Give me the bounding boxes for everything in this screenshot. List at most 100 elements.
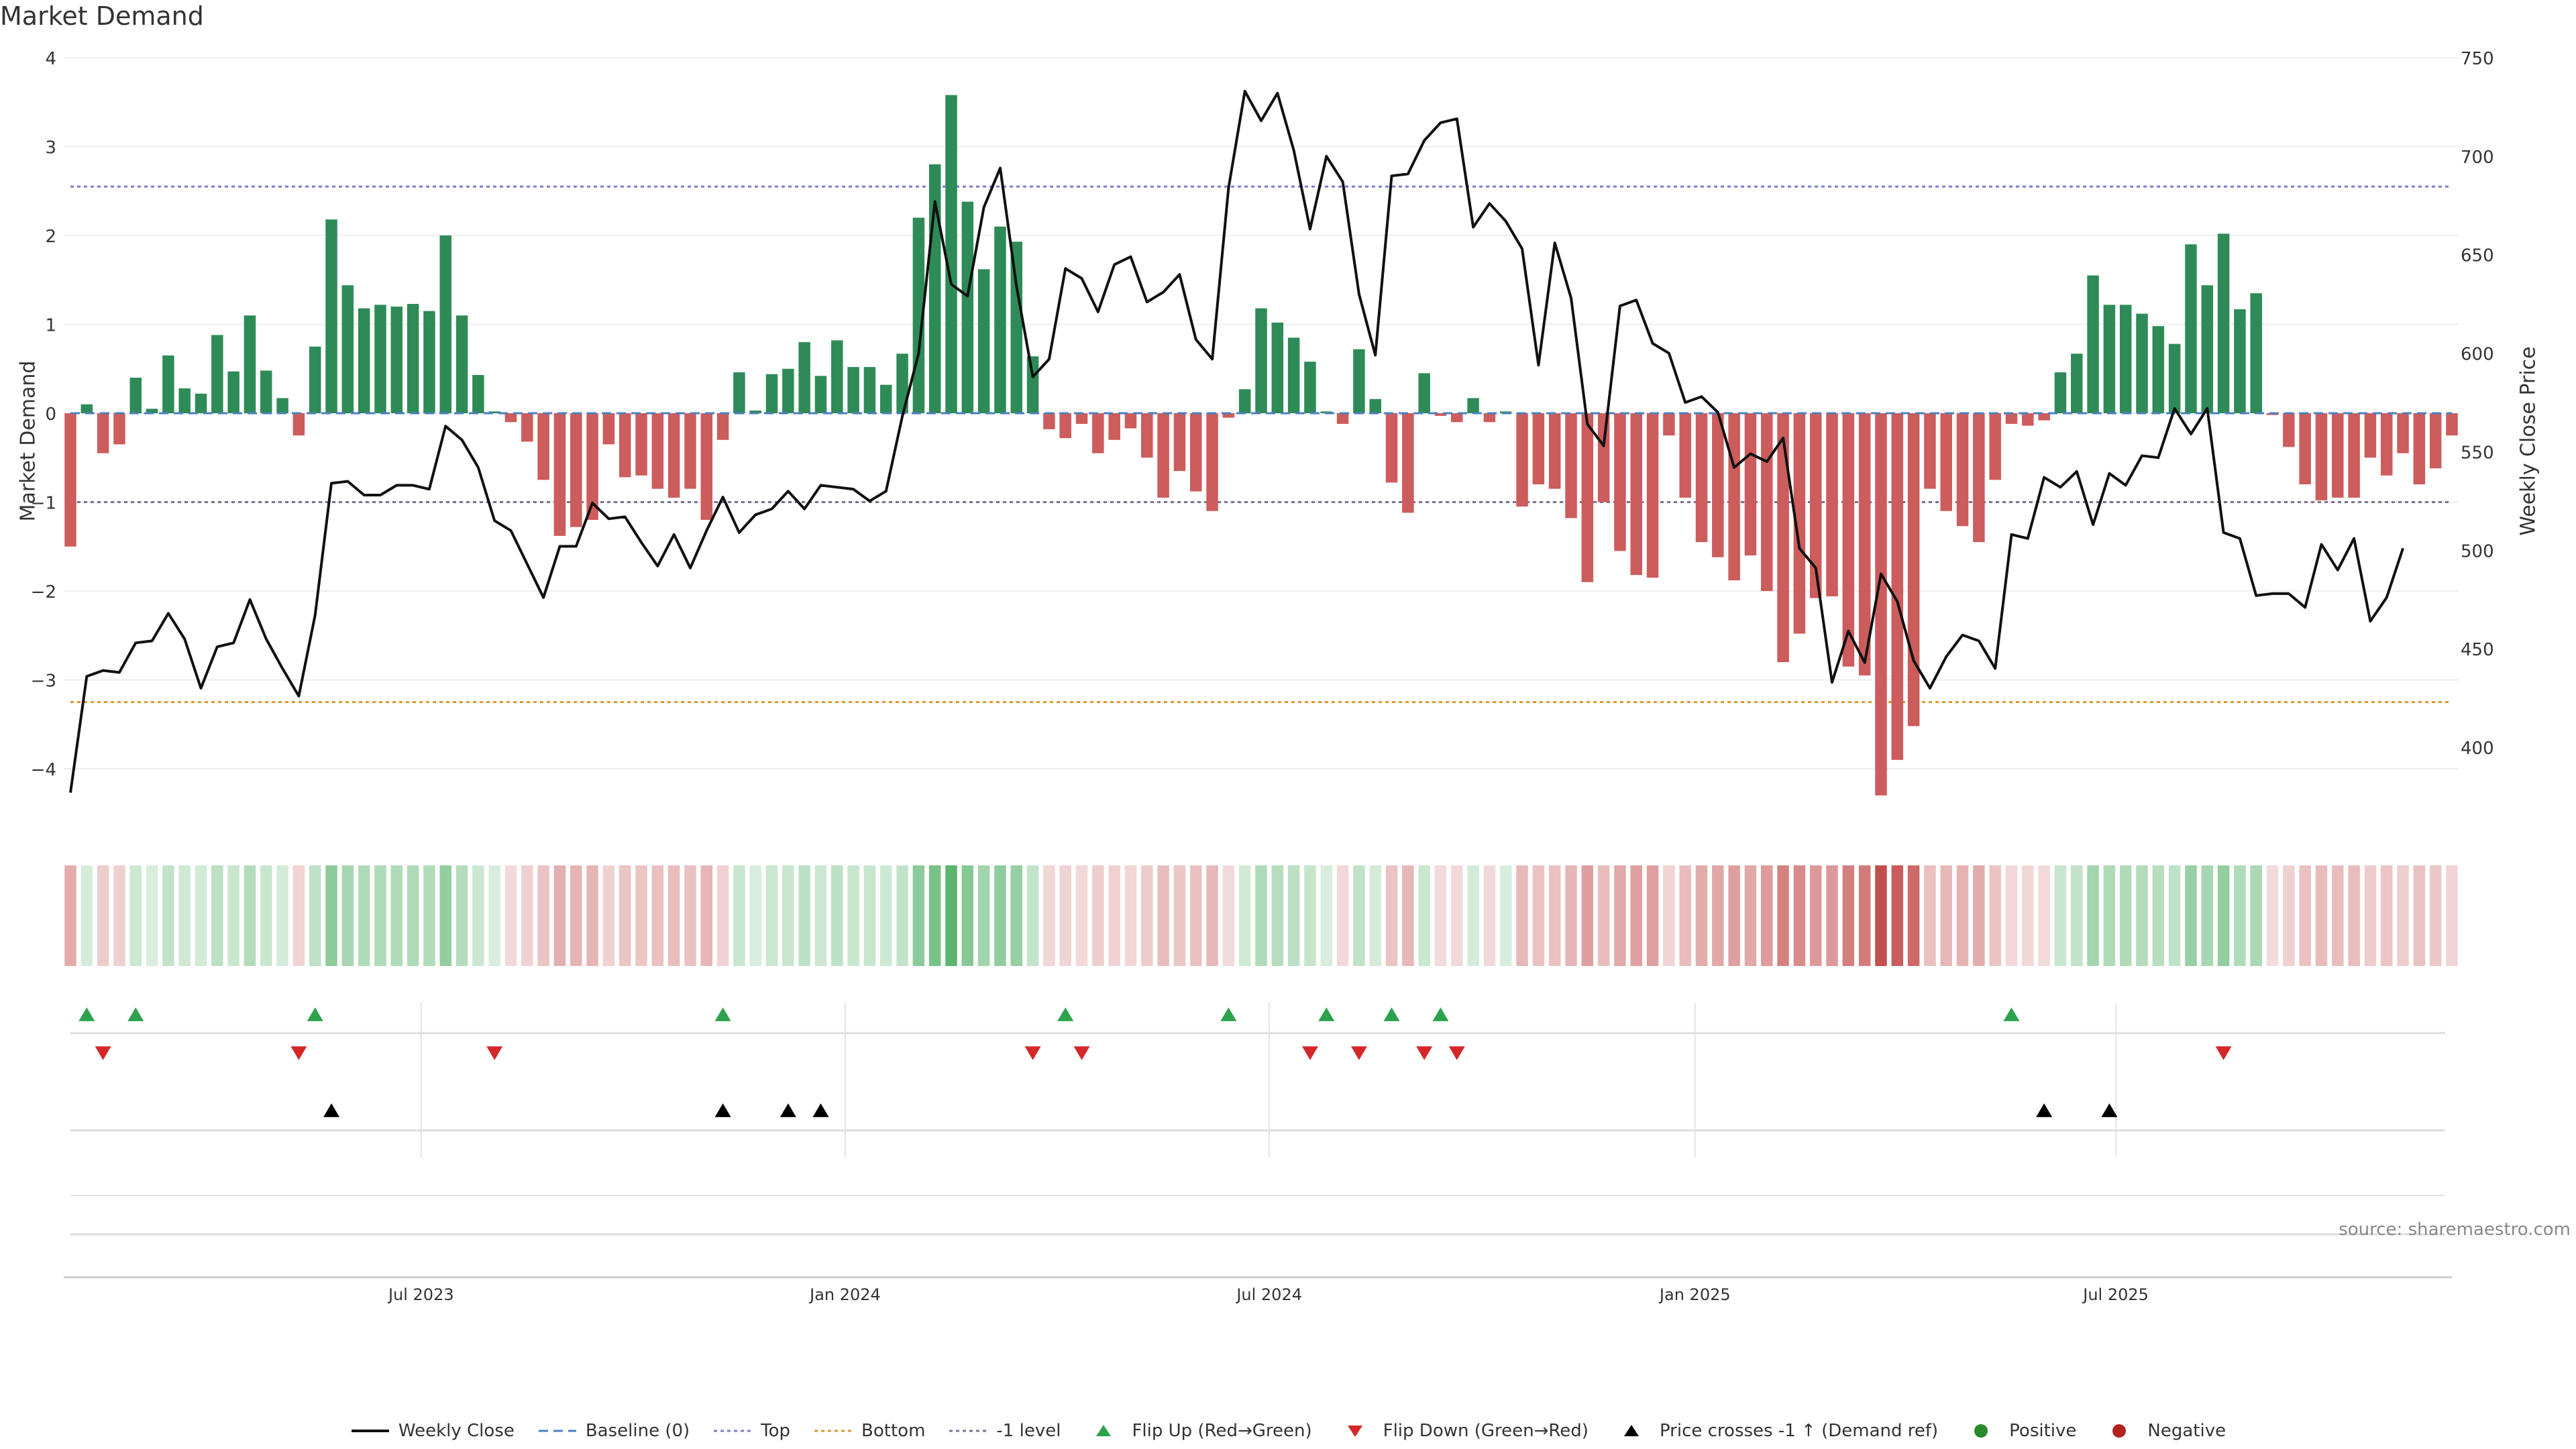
heat-cell (341, 865, 354, 966)
heat-cell (1907, 865, 1920, 966)
heat-cell (814, 865, 827, 966)
demand-bar (1369, 398, 1381, 413)
demand-bar (2005, 413, 2018, 424)
flip-down-marker (486, 1046, 503, 1061)
demand-bar (113, 413, 125, 445)
heat-cell (602, 865, 615, 966)
heat-cell (1940, 865, 1952, 966)
heat-cell (1141, 865, 1153, 966)
demand-bar (2348, 413, 2360, 498)
demand-bar (2136, 313, 2148, 413)
demand-bar (1565, 413, 1577, 519)
heat-cell (358, 865, 370, 966)
flip-down-marker (95, 1046, 111, 1061)
demand-bar (1548, 413, 1561, 489)
demand-bar (586, 413, 598, 520)
heat-cell (2332, 865, 2344, 966)
heat-cell (1385, 865, 1398, 966)
heat-cell (1761, 865, 1773, 966)
heat-cell (1304, 865, 1316, 966)
heat-cell (504, 865, 517, 966)
demand-bar (1663, 413, 1675, 436)
heat-cell (1548, 865, 1561, 966)
heat-cell (1483, 865, 1496, 966)
demand-bar (227, 371, 239, 413)
heat-cell (195, 865, 207, 966)
heat-cell (1891, 865, 1904, 966)
demand-bar (2397, 413, 2409, 453)
demand-bar (2332, 413, 2344, 498)
heat-cell (1271, 865, 1284, 966)
heat-cell (276, 865, 288, 966)
heat-cell (1695, 865, 1708, 966)
demand-bar (1483, 413, 1496, 423)
flip-up-marker (78, 1007, 95, 1022)
heat-cell (1418, 865, 1430, 966)
heat-cell (1499, 865, 1512, 966)
heat-cell (1646, 865, 1659, 966)
heat-cell (325, 865, 337, 966)
demand-bar (178, 388, 191, 413)
heat-cell (1663, 865, 1675, 966)
demand-bar (146, 409, 158, 413)
legend-label: Flip Up (Red→Green) (1132, 1421, 1312, 1441)
heat-cell (2185, 865, 2197, 966)
heat-cell (1108, 865, 1120, 966)
legend-item: Positive (1961, 1421, 2076, 1441)
demand-bar (765, 374, 778, 413)
heat-cell (2054, 865, 2067, 966)
heat-cell (2152, 865, 2165, 966)
demand-bar (2038, 413, 2050, 421)
heat-cell (211, 865, 223, 966)
heat-cell (472, 865, 484, 966)
demand-bar (2234, 309, 2246, 413)
flip-down-marker (290, 1046, 307, 1061)
heat-cell (782, 865, 794, 966)
legend-label: Negative (2147, 1421, 2226, 1441)
demand-bar (162, 355, 174, 413)
demand-bar (2364, 413, 2377, 458)
heat-cell (716, 865, 729, 966)
y-tick-label: 2 (45, 227, 56, 247)
demand-bar (700, 413, 713, 520)
heat-cell (961, 865, 974, 966)
demand-bar (455, 315, 468, 413)
legend-swatch (714, 1430, 752, 1432)
demand-bar (195, 393, 207, 413)
flip-down-marker (1073, 1046, 1090, 1061)
demand-bar (537, 413, 549, 480)
demand-bar (1173, 413, 1186, 472)
heat-cell (537, 865, 549, 966)
heat-cell (977, 865, 990, 966)
demand-bar (1059, 413, 1071, 439)
y2-tick-label: 650 (2461, 246, 2494, 266)
demand-bar (2022, 413, 2034, 426)
demand-bar (1385, 413, 1398, 483)
legend-swatch (2112, 1424, 2127, 1438)
heat-cell (1744, 865, 1757, 966)
demand-bar (1124, 413, 1137, 429)
demand-bar (2446, 413, 2458, 436)
heat-cell (2266, 865, 2279, 966)
flip-up-marker (1057, 1007, 1074, 1022)
heat-cell (113, 865, 125, 966)
demand-bar (2380, 413, 2393, 476)
heat-cell (2413, 865, 2426, 966)
heat-cell (2315, 865, 2328, 966)
flip-down-marker (2215, 1046, 2232, 1061)
x-tick-label: Jul 2025 (2082, 1285, 2149, 1304)
heat-cell (2005, 865, 2018, 966)
legend-label: Top (761, 1421, 791, 1441)
demand-bar (2168, 343, 2181, 413)
legend-label: Bottom (861, 1421, 926, 1441)
heat-cell (619, 865, 631, 966)
legend-label: Positive (2009, 1421, 2077, 1441)
demand-bar (831, 340, 843, 413)
demand-bar (1451, 413, 1463, 423)
heat-cell (2087, 865, 2099, 966)
demand-bar (2217, 233, 2230, 413)
demand-bar (1157, 413, 1169, 498)
demand-bar (1744, 413, 1757, 555)
y-tick-label: −3 (31, 672, 56, 692)
demand-bar (1336, 413, 1349, 424)
